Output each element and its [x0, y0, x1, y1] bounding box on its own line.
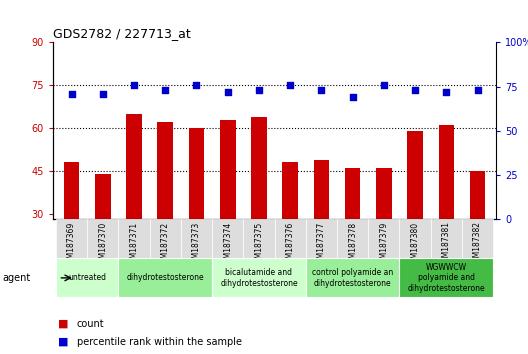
- Point: [348, 95, 357, 100]
- Text: GSM187371: GSM187371: [129, 222, 138, 268]
- Text: untreated: untreated: [68, 273, 106, 282]
- Bar: [462, 219, 493, 258]
- Text: GSM187374: GSM187374: [223, 222, 232, 268]
- Text: GSM187376: GSM187376: [286, 222, 295, 268]
- Bar: [212, 258, 306, 297]
- Text: GSM187379: GSM187379: [380, 222, 389, 268]
- Text: bicalutamide and
dihydrotestosterone: bicalutamide and dihydrotestosterone: [220, 268, 298, 287]
- Text: GSM187375: GSM187375: [254, 222, 263, 268]
- Text: GSM187373: GSM187373: [192, 222, 201, 268]
- Text: GDS2782 / 227713_at: GDS2782 / 227713_at: [53, 27, 191, 40]
- Bar: [87, 219, 118, 258]
- Text: ■: ■: [58, 337, 69, 347]
- Bar: [470, 171, 485, 219]
- Bar: [126, 114, 142, 219]
- Point: [161, 87, 169, 93]
- Bar: [345, 168, 361, 219]
- Point: [99, 91, 107, 97]
- Bar: [56, 219, 87, 258]
- Point: [223, 89, 232, 95]
- Bar: [157, 122, 173, 219]
- Text: GSM187381: GSM187381: [442, 222, 451, 267]
- Bar: [251, 117, 267, 219]
- Text: GSM187378: GSM187378: [348, 222, 357, 268]
- Bar: [282, 162, 298, 219]
- Bar: [314, 160, 329, 219]
- Text: control polyamide an
dihydrotestosterone: control polyamide an dihydrotestosterone: [312, 268, 393, 287]
- Bar: [56, 258, 118, 297]
- Text: GSM187370: GSM187370: [98, 222, 107, 268]
- Text: GSM187382: GSM187382: [473, 222, 482, 267]
- Bar: [212, 219, 243, 258]
- Text: GSM187372: GSM187372: [161, 222, 169, 268]
- Bar: [306, 258, 400, 297]
- Text: percentile rank within the sample: percentile rank within the sample: [77, 337, 242, 347]
- Text: WGWWCW
polyamide and
dihydrotestosterone: WGWWCW polyamide and dihydrotestosterone: [408, 263, 485, 293]
- Text: ■: ■: [58, 319, 69, 329]
- Text: count: count: [77, 319, 104, 329]
- Bar: [243, 219, 275, 258]
- Bar: [64, 162, 79, 219]
- Bar: [220, 120, 235, 219]
- Bar: [306, 219, 337, 258]
- Bar: [95, 174, 110, 219]
- Point: [67, 91, 76, 97]
- Bar: [275, 219, 306, 258]
- Bar: [149, 219, 181, 258]
- Bar: [181, 219, 212, 258]
- Bar: [118, 219, 149, 258]
- Bar: [400, 258, 493, 297]
- Bar: [400, 219, 431, 258]
- Point: [192, 82, 201, 88]
- Bar: [337, 219, 368, 258]
- Text: GSM187380: GSM187380: [411, 222, 420, 268]
- Point: [317, 87, 326, 93]
- Bar: [188, 128, 204, 219]
- Text: GSM187369: GSM187369: [67, 222, 76, 268]
- Bar: [118, 258, 212, 297]
- Bar: [368, 219, 400, 258]
- Point: [254, 87, 263, 93]
- Point: [474, 87, 482, 93]
- Point: [442, 89, 450, 95]
- Text: GSM187377: GSM187377: [317, 222, 326, 268]
- Bar: [407, 131, 423, 219]
- Text: dihydrotestosterone: dihydrotestosterone: [126, 273, 204, 282]
- Bar: [431, 219, 462, 258]
- Bar: [376, 168, 392, 219]
- Text: agent: agent: [3, 273, 31, 283]
- Point: [411, 87, 419, 93]
- Bar: [439, 125, 454, 219]
- Point: [380, 82, 388, 88]
- Point: [286, 82, 295, 88]
- Point: [130, 82, 138, 88]
